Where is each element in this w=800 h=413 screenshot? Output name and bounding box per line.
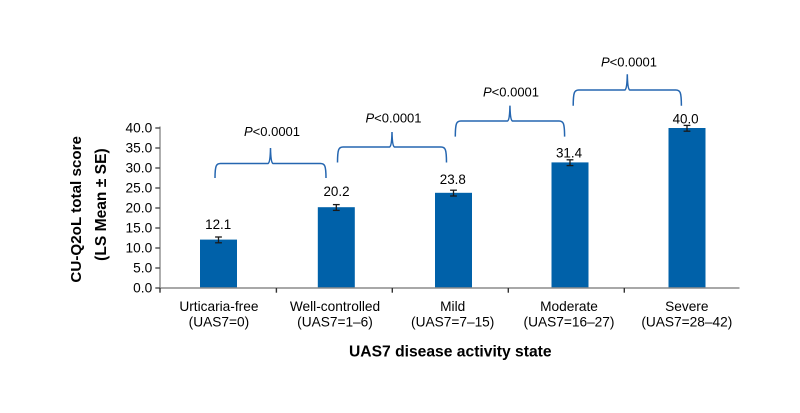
svg-text:(LS Mean ± SE): (LS Mean ± SE) xyxy=(93,148,110,261)
svg-text:40.0: 40.0 xyxy=(126,120,153,135)
svg-text:35.0: 35.0 xyxy=(126,140,153,155)
svg-text:UAS7 disease activity state: UAS7 disease activity state xyxy=(349,343,552,360)
svg-text:P<0.0001: P<0.0001 xyxy=(244,124,300,139)
svg-text:25.0: 25.0 xyxy=(126,180,153,195)
svg-text:P<0.0001: P<0.0001 xyxy=(601,54,657,69)
svg-text:23.8: 23.8 xyxy=(440,172,466,187)
svg-text:(UAS7=7–15): (UAS7=7–15) xyxy=(411,315,494,330)
svg-text:40.0: 40.0 xyxy=(673,112,699,127)
svg-text:Mild: Mild xyxy=(440,299,465,314)
svg-text:30.0: 30.0 xyxy=(126,160,153,175)
svg-text:10.0: 10.0 xyxy=(126,240,153,255)
svg-text:20.0: 20.0 xyxy=(126,200,153,215)
svg-text:P<0.0001: P<0.0001 xyxy=(365,111,421,126)
svg-text:5.0: 5.0 xyxy=(133,260,152,275)
svg-text:31.4: 31.4 xyxy=(556,146,583,161)
svg-text:Well-controlled: Well-controlled xyxy=(290,299,380,314)
svg-text:(UAS7=16–27): (UAS7=16–27) xyxy=(524,315,615,330)
svg-text:15.0: 15.0 xyxy=(126,220,153,235)
svg-text:(UAS7=0): (UAS7=0) xyxy=(189,315,249,330)
svg-text:P<0.0001: P<0.0001 xyxy=(483,85,539,100)
svg-text:12.1: 12.1 xyxy=(205,217,231,232)
svg-text:(UAS7=28–42): (UAS7=28–42) xyxy=(641,315,732,330)
svg-text:(UAS7=1–6): (UAS7=1–6) xyxy=(297,315,373,330)
svg-text:Urticaria-free: Urticaria-free xyxy=(179,299,258,314)
svg-text:Severe: Severe xyxy=(665,299,708,314)
svg-text:20.2: 20.2 xyxy=(323,184,349,199)
svg-text:Moderate: Moderate xyxy=(540,299,598,314)
svg-text:0.0: 0.0 xyxy=(133,280,152,295)
svg-text:CU-Q2oL total score: CU-Q2oL total score xyxy=(68,136,85,283)
